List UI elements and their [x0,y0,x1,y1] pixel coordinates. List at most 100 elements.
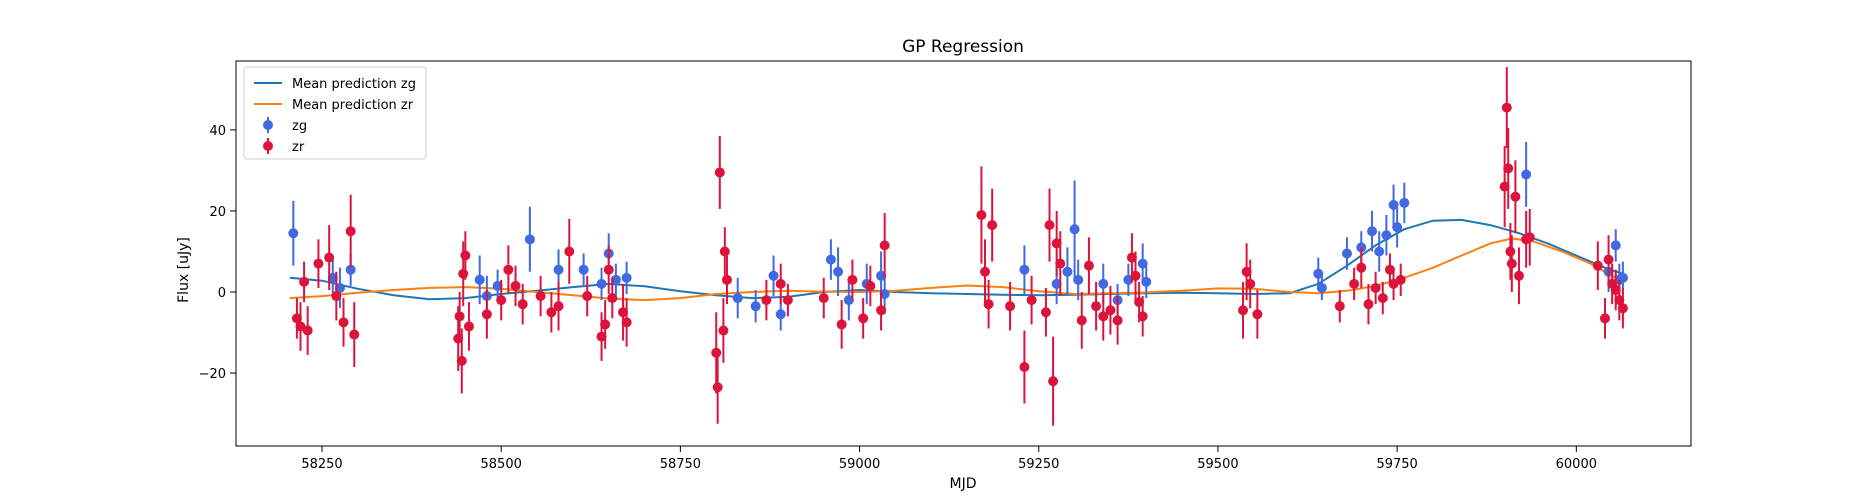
data-point-zr [454,311,465,322]
data-point-zg [1062,266,1073,277]
data-point-zr [338,317,349,328]
data-point-zr [603,264,614,275]
data-point-zr [1044,220,1055,231]
data-point-zr [1019,361,1030,372]
data-point-zg [1381,230,1392,241]
data-point-zr [818,293,829,304]
data-point-zr [1334,301,1345,312]
data-point-zr [546,307,557,318]
y-tick-label: 40 [209,124,226,139]
x-tick-label: 59500 [1197,457,1238,472]
data-point-zr [607,293,618,304]
data-point-zg [1137,258,1148,269]
data-point-zr [1377,293,1388,304]
data-point-zr [1126,252,1137,263]
data-point-zr [503,264,514,275]
data-point-zr [1091,301,1102,312]
data-point-zg [621,272,632,283]
data-point-zr [291,313,302,324]
data-point-zr [1076,315,1087,326]
data-point-zg [750,301,761,312]
data-point-zr [1137,311,1148,322]
data-point-zr [1603,254,1614,265]
data-point-zg [1313,268,1324,279]
data-point-zr [983,299,994,310]
data-point-zr [1370,282,1381,293]
y-tick-label: 0 [218,286,226,301]
data-point-zr [1083,260,1094,271]
data-point-zr [1130,270,1141,281]
data-point-zr [600,319,611,330]
data-point-zg [1367,226,1378,237]
data-point-zr [1499,181,1510,192]
data-point-zr [1349,278,1360,289]
data-point-zr [714,167,725,178]
data-point-zg [768,270,779,281]
data-point-zr [836,319,847,330]
data-point-zg [1316,282,1327,293]
data-point-zr [596,331,607,342]
data-point-zr [1051,238,1062,249]
data-point-zg [825,254,836,265]
x-tick-label: 58500 [481,457,522,472]
data-point-zr [1510,191,1521,202]
data-point-zg [327,272,338,283]
data-point-zr [1040,307,1051,318]
data-point-zg [288,228,299,239]
data-point-zr [858,313,869,324]
data-point-zr [1105,305,1116,316]
data-point-zr [987,220,998,231]
data-point-zg [1610,240,1621,251]
data-point-zr [349,329,360,340]
data-point-zg [1617,272,1628,283]
data-point-zr [721,274,732,285]
data-point-zr [324,252,335,263]
data-point-zg [1073,274,1084,285]
data-point-zg [1521,169,1532,180]
data-point-zg [610,274,621,285]
legend-marker-zr [263,141,273,151]
data-point-zr [718,325,729,336]
chart-title: GP Regression [902,37,1024,57]
plot-area: 58250 58500 58750 59000 59250 59500 59750 60000… [199,60,1692,472]
data-point-zg [492,280,503,291]
data-point-zr [1048,376,1059,387]
data-point-zr [621,317,632,328]
legend-label-zr: zr [292,140,305,155]
data-point-zr [1614,295,1625,306]
data-point-zr [865,280,876,291]
data-point-zr [1506,258,1517,269]
data-point-zr [302,325,313,336]
data-point-zg [334,282,345,293]
data-point-zr [535,291,546,302]
data-point-zr [782,295,793,306]
data-point-zr [711,347,722,358]
data-point-zr [761,295,772,306]
data-point-zr [1238,305,1249,316]
y-tick-label: −20 [199,367,226,382]
data-point-zg [1098,278,1109,289]
data-point-zg [1019,264,1030,275]
data-point-zg [1392,222,1403,233]
data-point-zr [1610,284,1621,295]
data-point-zr [481,309,492,320]
data-point-zr [1395,274,1406,285]
data-point-zr [980,266,991,277]
data-point-zr [1026,295,1037,306]
legend-label-zg: zg [292,119,307,134]
data-point-zr [456,355,467,366]
data-point-zr [976,210,987,220]
data-point-zr [496,295,507,306]
data-point-zr [553,301,564,312]
data-point-zr [345,226,356,237]
data-point-zr [876,305,887,316]
data-point-zg [1069,224,1080,235]
data-point-zg [843,295,854,306]
data-point-zr [712,382,723,393]
data-point-zr [517,299,528,310]
data-point-zr [1592,260,1603,271]
x-tick-label: 58750 [660,457,701,472]
data-point-zr [1599,313,1610,324]
data-point-zr [1112,315,1123,326]
